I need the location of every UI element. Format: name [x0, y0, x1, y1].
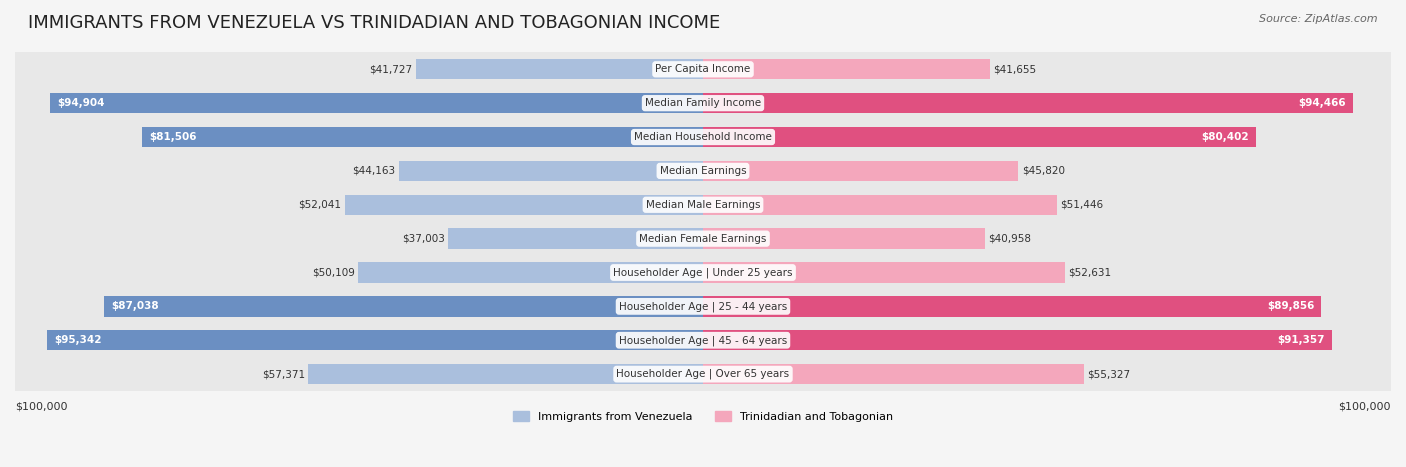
- Bar: [703, 330, 1331, 350]
- Bar: [416, 59, 703, 79]
- Bar: [703, 255, 1391, 290]
- Text: Householder Age | Under 25 years: Householder Age | Under 25 years: [613, 267, 793, 278]
- Text: $50,109: $50,109: [312, 268, 354, 277]
- Text: $87,038: $87,038: [111, 301, 159, 311]
- Text: $52,041: $52,041: [298, 200, 342, 210]
- Bar: [703, 364, 1084, 384]
- Text: $41,727: $41,727: [370, 64, 412, 74]
- Text: $94,466: $94,466: [1298, 98, 1346, 108]
- Bar: [703, 296, 1322, 317]
- Bar: [104, 296, 703, 317]
- Bar: [703, 59, 990, 79]
- Text: Median Earnings: Median Earnings: [659, 166, 747, 176]
- Bar: [703, 228, 984, 249]
- Text: $91,357: $91,357: [1277, 335, 1324, 345]
- Text: $57,371: $57,371: [262, 369, 305, 379]
- Text: Householder Age | 25 - 44 years: Householder Age | 25 - 44 years: [619, 301, 787, 311]
- Bar: [703, 221, 1391, 256]
- Bar: [703, 127, 1256, 147]
- Text: Householder Age | Over 65 years: Householder Age | Over 65 years: [616, 369, 790, 379]
- Bar: [703, 195, 1057, 215]
- Bar: [15, 120, 703, 154]
- Bar: [399, 161, 703, 181]
- Text: Source: ZipAtlas.com: Source: ZipAtlas.com: [1260, 14, 1378, 24]
- Text: $44,163: $44,163: [353, 166, 395, 176]
- Bar: [703, 262, 1066, 283]
- Text: Median Family Income: Median Family Income: [645, 98, 761, 108]
- Text: $41,655: $41,655: [993, 64, 1036, 74]
- Text: $37,003: $37,003: [402, 234, 444, 244]
- Bar: [703, 161, 1018, 181]
- Bar: [703, 323, 1391, 358]
- Bar: [142, 127, 703, 147]
- Text: IMMIGRANTS FROM VENEZUELA VS TRINIDADIAN AND TOBAGONIAN INCOME: IMMIGRANTS FROM VENEZUELA VS TRINIDADIAN…: [28, 14, 720, 32]
- Text: $55,327: $55,327: [1087, 369, 1130, 379]
- Text: $95,342: $95,342: [53, 335, 101, 345]
- Text: Per Capita Income: Per Capita Income: [655, 64, 751, 74]
- Text: Median Household Income: Median Household Income: [634, 132, 772, 142]
- Bar: [15, 86, 703, 120]
- Bar: [15, 357, 703, 391]
- Text: Householder Age | 45 - 64 years: Householder Age | 45 - 64 years: [619, 335, 787, 346]
- Text: $51,446: $51,446: [1060, 200, 1104, 210]
- Bar: [15, 255, 703, 290]
- Bar: [703, 120, 1391, 154]
- Text: Median Male Earnings: Median Male Earnings: [645, 200, 761, 210]
- Text: $94,904: $94,904: [56, 98, 104, 108]
- Text: $89,856: $89,856: [1267, 301, 1315, 311]
- Text: $100,000: $100,000: [15, 401, 67, 411]
- Bar: [15, 154, 703, 188]
- Text: $52,631: $52,631: [1069, 268, 1112, 277]
- Bar: [703, 86, 1391, 120]
- Text: $45,820: $45,820: [1022, 166, 1064, 176]
- Bar: [449, 228, 703, 249]
- Bar: [15, 52, 703, 86]
- Bar: [703, 154, 1391, 188]
- Text: Median Female Earnings: Median Female Earnings: [640, 234, 766, 244]
- Bar: [15, 187, 703, 222]
- Bar: [359, 262, 703, 283]
- Bar: [703, 357, 1391, 391]
- Bar: [344, 195, 703, 215]
- Bar: [308, 364, 703, 384]
- Bar: [51, 93, 703, 113]
- Text: $100,000: $100,000: [1339, 401, 1391, 411]
- Bar: [703, 289, 1391, 324]
- Text: $40,958: $40,958: [988, 234, 1031, 244]
- Bar: [15, 221, 703, 256]
- Text: $81,506: $81,506: [149, 132, 197, 142]
- Bar: [703, 187, 1391, 222]
- Bar: [15, 289, 703, 324]
- Bar: [703, 52, 1391, 86]
- Legend: Immigrants from Venezuela, Trinidadian and Tobagonian: Immigrants from Venezuela, Trinidadian a…: [508, 406, 898, 426]
- Bar: [15, 323, 703, 358]
- Bar: [46, 330, 703, 350]
- Bar: [703, 93, 1353, 113]
- Text: $80,402: $80,402: [1202, 132, 1250, 142]
